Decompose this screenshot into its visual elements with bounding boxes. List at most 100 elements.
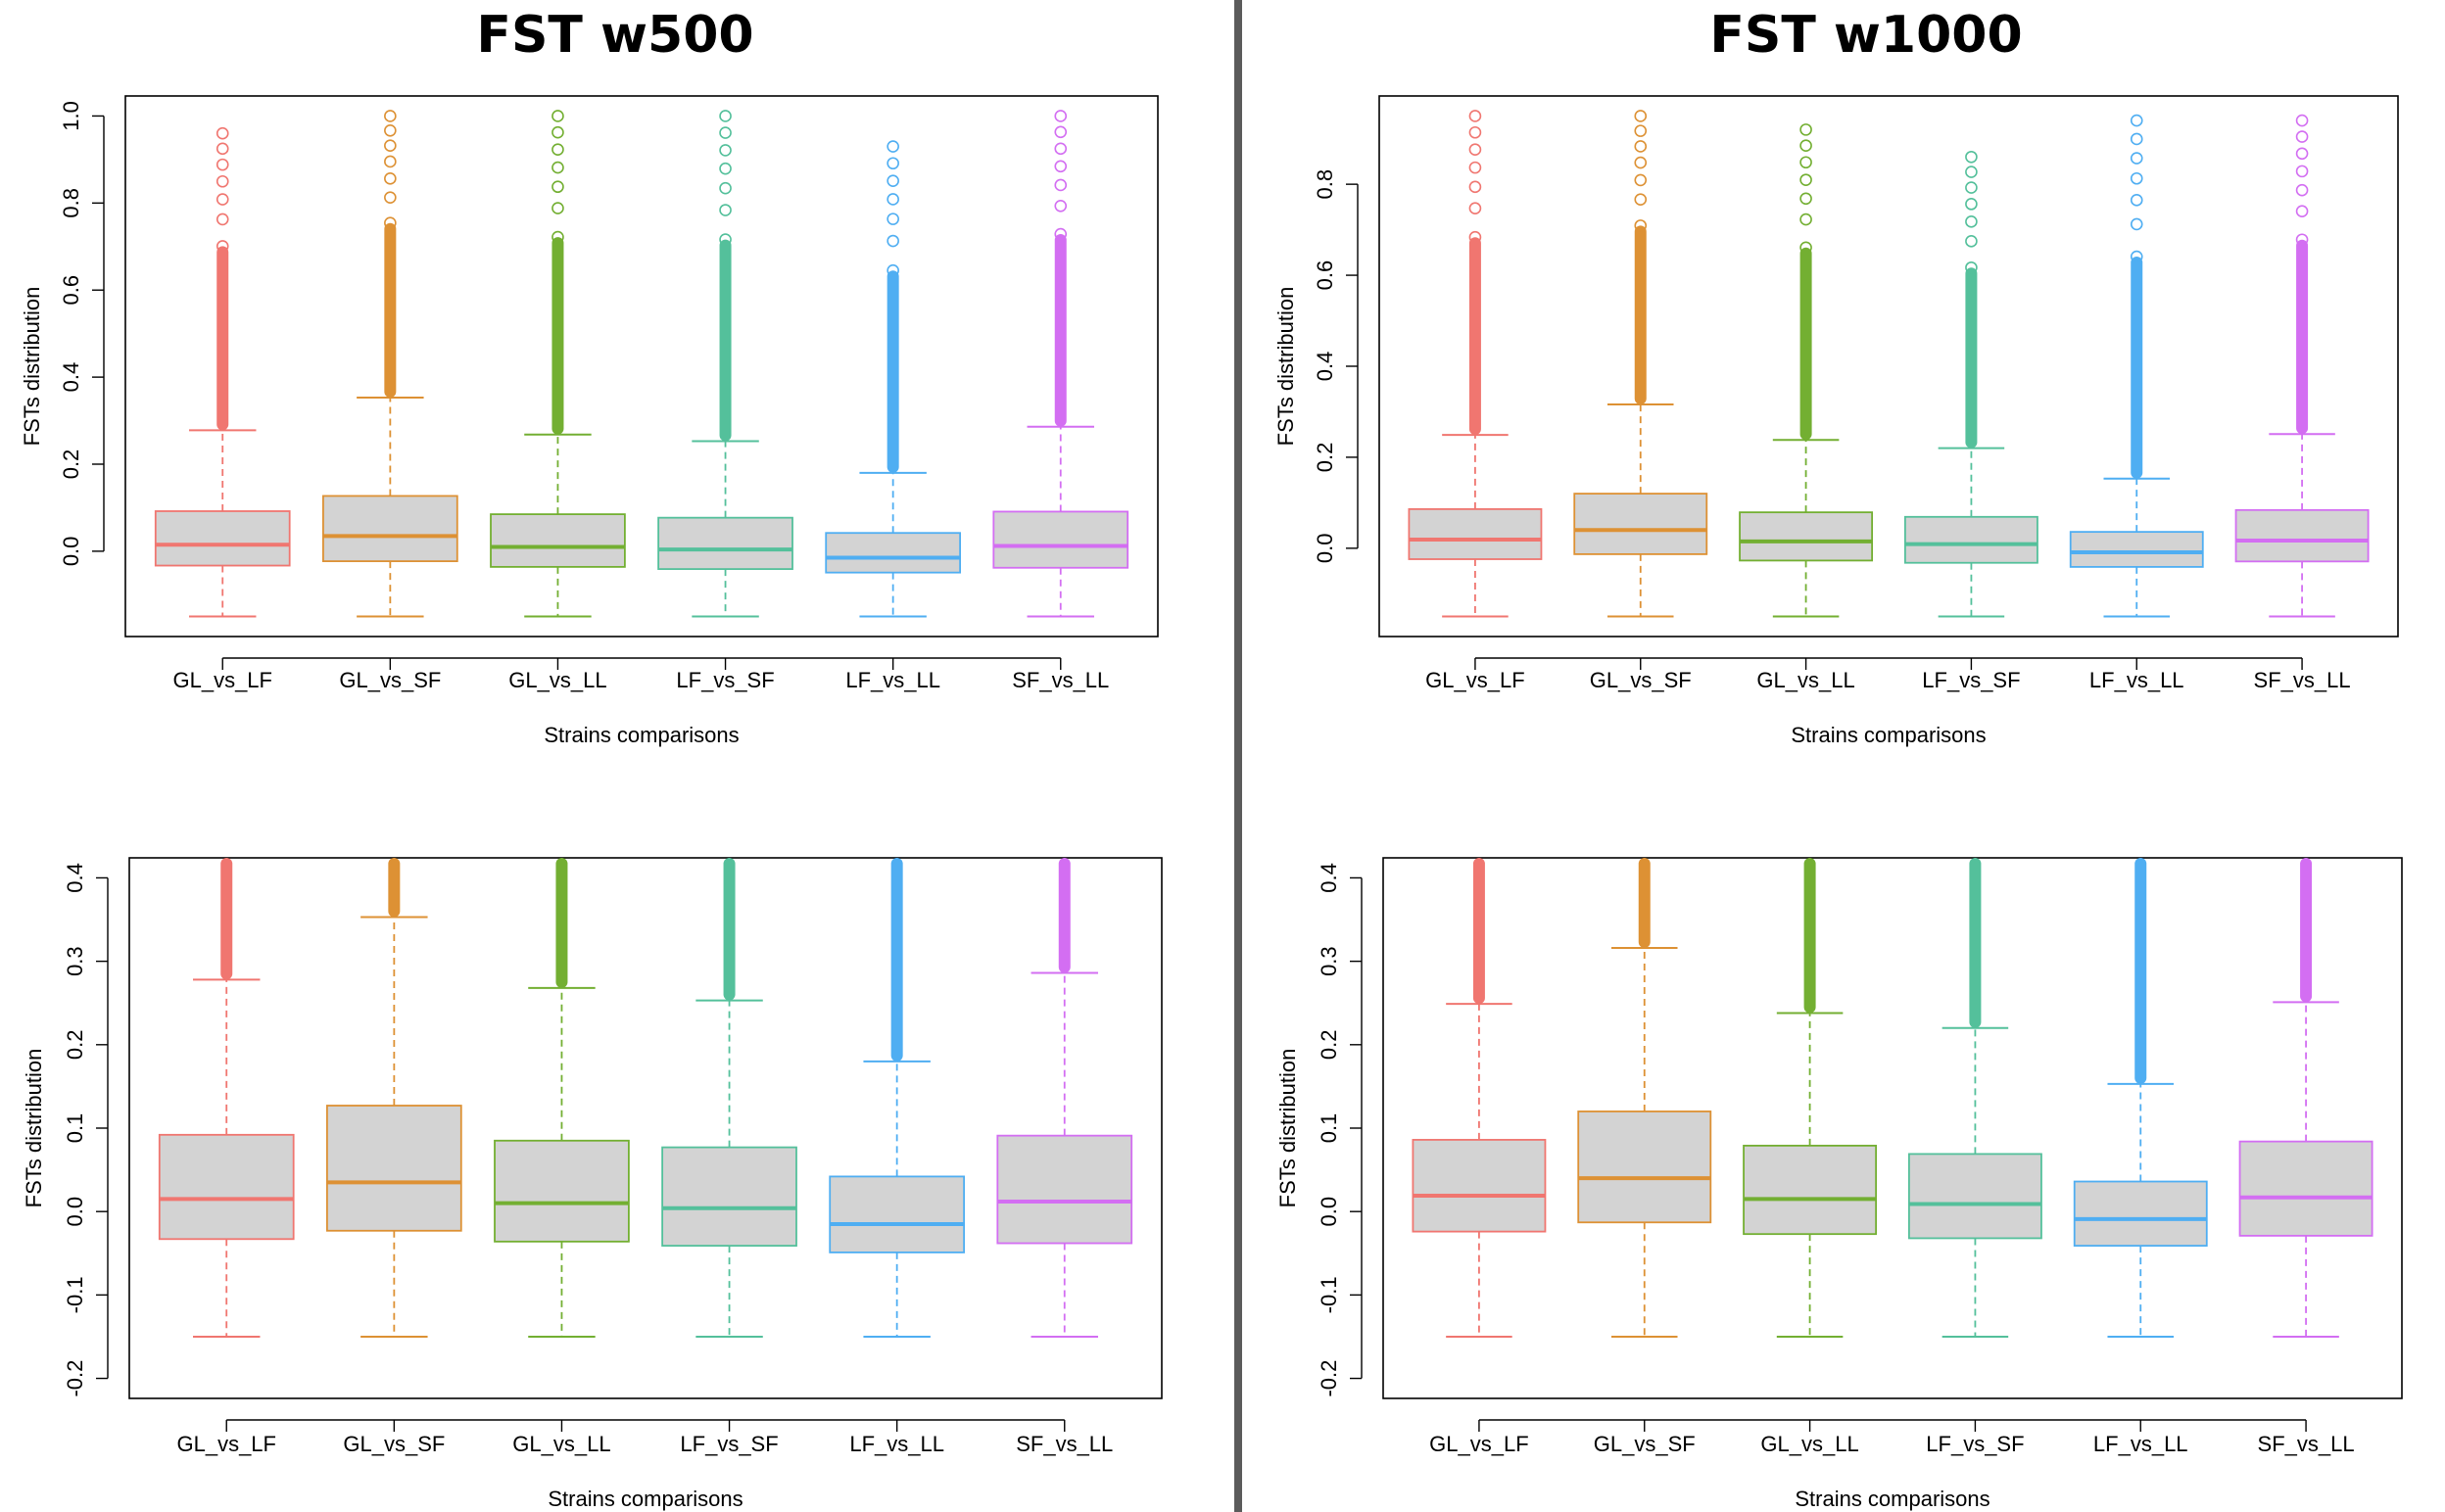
- outlier-point: [1054, 227, 1068, 241]
- iqr-box: [494, 1139, 630, 1243]
- iqr-box: [158, 1133, 295, 1241]
- box-GL_vs_LF: [158, 858, 295, 1338]
- outlier-point: [216, 193, 229, 206]
- outlier-band: [1799, 247, 1812, 441]
- x-tick-label: GL_vs_LF: [172, 668, 272, 692]
- x-axis-label: Strains comparisons: [544, 723, 739, 747]
- x-tick-label: GL_vs_LF: [1429, 1432, 1529, 1456]
- outlier-point: [384, 191, 397, 204]
- title-fst-w1000: FST w1000: [1709, 6, 2023, 65]
- x-tick-label: GL_vs_LL: [508, 668, 606, 692]
- outlier-point: [2130, 250, 2143, 263]
- box-LF_vs_SF: [1907, 858, 2042, 1338]
- outlier-point: [1965, 215, 1978, 228]
- y-tick-label: 0.6: [1313, 260, 1337, 291]
- outlier-point: [887, 193, 899, 206]
- outlier-point: [887, 234, 899, 248]
- x-tick-label: SF_vs_LL: [1012, 668, 1109, 692]
- y-tick-label: -0.1: [1317, 1276, 1341, 1313]
- x-tick-label: LF_vs_SF: [1926, 1432, 2024, 1456]
- iqr-box: [490, 513, 626, 568]
- iqr-box: [661, 1146, 797, 1248]
- iqr-box: [996, 1134, 1133, 1245]
- y-tick-label: -0.1: [63, 1276, 87, 1313]
- title-fst-w500: FST w500: [476, 6, 754, 65]
- outlier-point: [1634, 124, 1648, 137]
- outlier-point: [1468, 230, 1482, 244]
- outlier-point: [719, 162, 732, 175]
- plot-frame: [1382, 857, 2403, 1399]
- outlier-point: [1799, 156, 1812, 169]
- x-tick-label: GL_vs_SF: [1590, 668, 1692, 692]
- iqr-box: [1739, 511, 1874, 562]
- outlier-band: [1638, 858, 1651, 948]
- plot-frame: [128, 857, 1163, 1399]
- outlier-point: [1965, 235, 1978, 248]
- outlier-point: [1965, 150, 1978, 164]
- outlier-point: [2130, 217, 2143, 231]
- x-tick-label: LF_vs_LL: [2089, 668, 2184, 692]
- box-SF_vs_LL: [992, 110, 1129, 618]
- outlier-point: [2130, 132, 2143, 146]
- x-axis-label: Strains comparisons: [1795, 1487, 1990, 1511]
- iqr-box: [657, 516, 793, 571]
- outlier-point: [719, 110, 732, 122]
- outlier-band: [2296, 239, 2309, 435]
- iqr-box: [829, 1175, 965, 1253]
- column-divider: [1234, 0, 1242, 1512]
- box-GL_vs_SF: [322, 110, 458, 618]
- outlier-point: [1634, 156, 1648, 169]
- outlier-point: [887, 263, 899, 277]
- x-tick-label: GL_vs_LL: [1756, 668, 1854, 692]
- x-axis-label: Strains comparisons: [548, 1487, 743, 1511]
- outlier-point: [551, 230, 564, 244]
- outlier-point: [1468, 161, 1482, 174]
- outlier-point: [1468, 110, 1482, 122]
- outlier-point: [1468, 125, 1482, 139]
- outlier-point: [1054, 110, 1068, 122]
- outlier-point: [216, 158, 229, 171]
- iqr-box: [825, 532, 961, 574]
- y-tick-label: 0.4: [63, 863, 87, 893]
- y-tick-label: 0.6: [59, 275, 83, 306]
- boxplot-w1000-full: 0.0 0.2 0.4 0.6 0.8 FSTs distribution GL_vs_LF…: [1273, 95, 2399, 747]
- outlier-point: [719, 144, 732, 157]
- outlier-point: [1634, 193, 1648, 206]
- box-LF_vs_SF: [661, 858, 797, 1338]
- iqr-box: [326, 1105, 462, 1232]
- outlier-point: [384, 110, 397, 122]
- outlier-point: [887, 140, 899, 153]
- outlier-band: [1058, 858, 1071, 973]
- outlier-point: [719, 233, 732, 246]
- outlier-point: [2295, 205, 2309, 218]
- plot-frame: [1378, 95, 2399, 638]
- outlier-point: [1054, 160, 1068, 173]
- outlier-point: [384, 139, 397, 153]
- outlier-point: [2130, 171, 2143, 185]
- box-GL_vs_LL: [494, 858, 630, 1338]
- y-tick-label: 0.3: [1317, 946, 1341, 976]
- y-tick-label: 0.4: [59, 362, 83, 393]
- x-tick-label: LF_vs_SF: [680, 1432, 778, 1456]
- outlier-point: [551, 180, 564, 194]
- outlier-point: [2295, 147, 2309, 161]
- y-tick-label: -0.2: [1317, 1360, 1341, 1397]
- plot-frame: [124, 95, 1159, 638]
- y-tick-label: 0.2: [1317, 1030, 1341, 1061]
- outlier-band: [719, 239, 732, 442]
- iqr-box: [1903, 515, 2038, 564]
- y-tick-label: 0.0: [1317, 1197, 1341, 1227]
- iqr-box: [1573, 493, 1708, 555]
- x-tick-label: GL_vs_SF: [339, 668, 441, 692]
- outlier-point: [551, 110, 564, 122]
- outlier-point: [887, 157, 899, 170]
- iqr-box: [1907, 1153, 2042, 1240]
- outlier-point: [2130, 194, 2143, 207]
- outlier-band: [887, 270, 899, 473]
- outlier-band: [220, 858, 233, 980]
- outlier-point: [719, 204, 732, 216]
- outlier-band: [555, 858, 568, 988]
- y-tick-label: 0.0: [63, 1197, 87, 1227]
- box-LF_vs_LL: [829, 858, 965, 1338]
- outlier-point: [719, 126, 732, 139]
